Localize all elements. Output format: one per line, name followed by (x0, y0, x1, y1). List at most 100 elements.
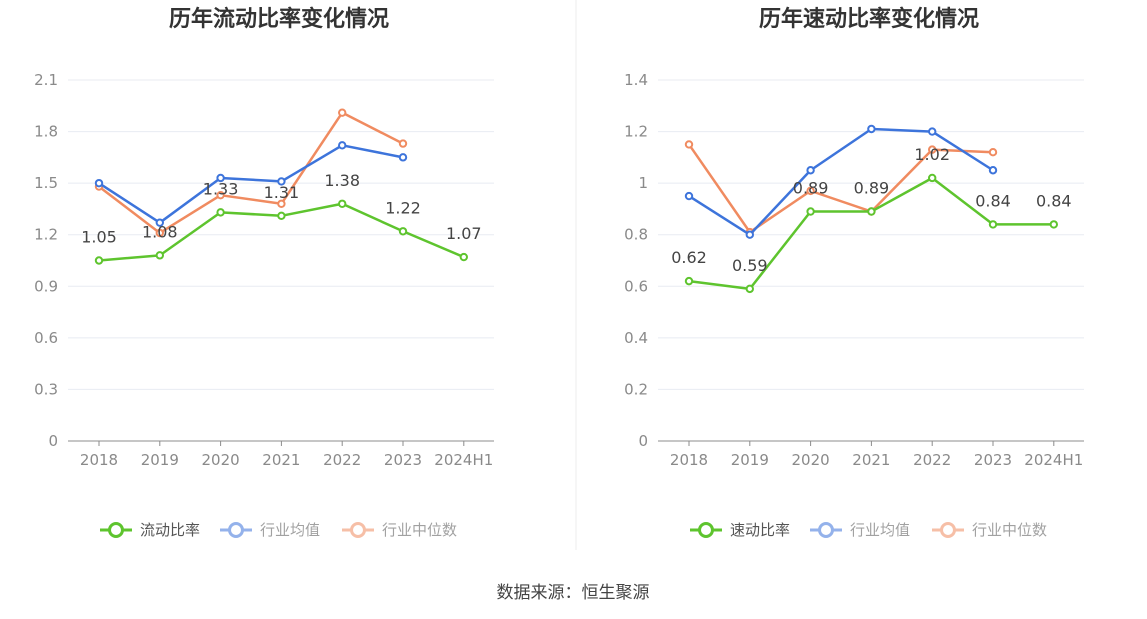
data-point (155, 228, 165, 238)
data-point (338, 199, 347, 208)
series-line-2 (98, 111, 404, 235)
x-tick-label: 2020 (792, 451, 830, 469)
y-tick-label: 0 (638, 432, 648, 450)
data-point (928, 173, 937, 183)
series-line-1 (98, 144, 404, 224)
series-line-1 (688, 127, 994, 236)
data-point (988, 148, 998, 157)
y-tick-label: 0.4 (624, 329, 648, 347)
x-tick-label: 2018 (670, 451, 708, 469)
data-point (277, 177, 286, 186)
data-point (398, 139, 408, 148)
data-label: 1.22 (385, 198, 421, 217)
x-tick-label: 2018 (80, 451, 118, 469)
y-tick-label: 1.2 (34, 226, 58, 244)
x-tick-label: 2019 (141, 451, 179, 469)
legend-swatch-marker (940, 522, 956, 538)
x-tick-label: 2021 (852, 451, 890, 469)
legend-label: 行业中位数 (382, 521, 457, 539)
x-tick-label: 2022 (323, 451, 361, 469)
data-point (398, 153, 408, 162)
y-tick-label: 1.2 (624, 123, 648, 141)
data-point (684, 191, 694, 201)
data-point (216, 173, 225, 183)
data-point (867, 207, 876, 216)
legend-swatch-marker (350, 522, 366, 538)
data-source-label: 数据来源：恒生聚源 (497, 583, 650, 603)
data-point (684, 140, 694, 149)
data-point (867, 124, 876, 134)
data-label: 0.84 (975, 191, 1011, 210)
data-point (806, 186, 815, 196)
legend-item[interactable]: 行业均值 (810, 521, 910, 539)
data-label: 1.05 (81, 228, 117, 247)
data-label: 1.02 (914, 145, 950, 164)
data-label: 1.07 (446, 224, 482, 243)
y-tick-label: 2.1 (34, 71, 58, 89)
data-label: 1.38 (324, 171, 360, 190)
y-tick-label: 1.4 (624, 71, 648, 89)
chart-title: 历年流动比率变化情况 (169, 6, 389, 32)
x-tick-label: 2024H1 (1024, 451, 1083, 469)
data-point (988, 220, 998, 229)
data-point (806, 207, 815, 216)
data-point (94, 256, 104, 265)
y-tick-label: 0 (48, 432, 58, 450)
data-label: 1.33 (203, 179, 239, 198)
data-point (277, 211, 286, 221)
data-point (155, 218, 165, 227)
data-point (928, 127, 937, 136)
y-tick-label: 0.8 (624, 226, 648, 244)
data-point (745, 230, 754, 239)
legend-item[interactable]: 行业均值 (220, 521, 320, 539)
legend-swatch-marker (108, 522, 124, 538)
y-tick-label: 0.6 (34, 329, 58, 347)
y-tick-label: 0.3 (34, 380, 58, 398)
data-point (745, 284, 754, 294)
x-tick-label: 2024H1 (434, 451, 493, 469)
data-point (684, 276, 694, 286)
legend-label: 行业均值 (850, 521, 910, 539)
data-label: 0.89 (854, 179, 890, 198)
data-label: 0.84 (1036, 191, 1072, 210)
series-line-2 (687, 143, 994, 234)
y-tick-label: 1.8 (34, 123, 58, 141)
legend-label: 流动比率 (140, 521, 200, 539)
data-point (459, 252, 468, 262)
data-point (277, 199, 286, 208)
legend-item[interactable]: 流动比率 (100, 521, 200, 539)
data-label: 1.08 (142, 222, 178, 241)
data-label: 0.89 (793, 179, 829, 198)
legend-label: 行业均值 (260, 521, 320, 539)
x-tick-label: 2023 (384, 451, 422, 469)
data-point (216, 190, 225, 200)
y-tick-label: 0.6 (624, 277, 648, 295)
data-label: 1.31 (264, 183, 300, 202)
legend-swatch-marker (228, 522, 244, 538)
y-tick-label: 0.2 (624, 380, 648, 398)
x-tick-label: 2019 (731, 451, 769, 469)
x-tick-label: 2020 (202, 451, 240, 469)
data-point (928, 145, 937, 154)
data-label: 0.59 (732, 256, 768, 275)
data-point (338, 141, 347, 150)
data-point (398, 227, 408, 236)
current-ratio-panel: 历年流动比率变化情况 0 0.3 0.6 0.9 1.2 1.5 1.8 2.1 2018 2019… (34, 6, 494, 539)
y-tick-label: 0.9 (34, 277, 58, 295)
legend-item[interactable]: 速动比率 (690, 521, 790, 539)
quick-ratio-panel: 历年速动比率变化情况 0 0.2 0.4 0.6 0.8 1 1.2 1.4 2018 2019 20… (624, 6, 1084, 539)
data-point (1049, 220, 1059, 229)
data-point (94, 178, 104, 188)
chart-title: 历年速动比率变化情况 (759, 6, 979, 32)
legend-swatch-marker (698, 522, 714, 538)
data-point (216, 208, 225, 217)
data-point (988, 166, 998, 175)
legend-label: 行业中位数 (972, 521, 1047, 539)
x-tick-label: 2022 (913, 451, 951, 469)
legend-item[interactable]: 行业中位数 (932, 521, 1047, 539)
legend-item[interactable]: 行业中位数 (342, 521, 457, 539)
data-label: 0.62 (671, 248, 707, 267)
legend-swatch-marker (818, 522, 834, 538)
